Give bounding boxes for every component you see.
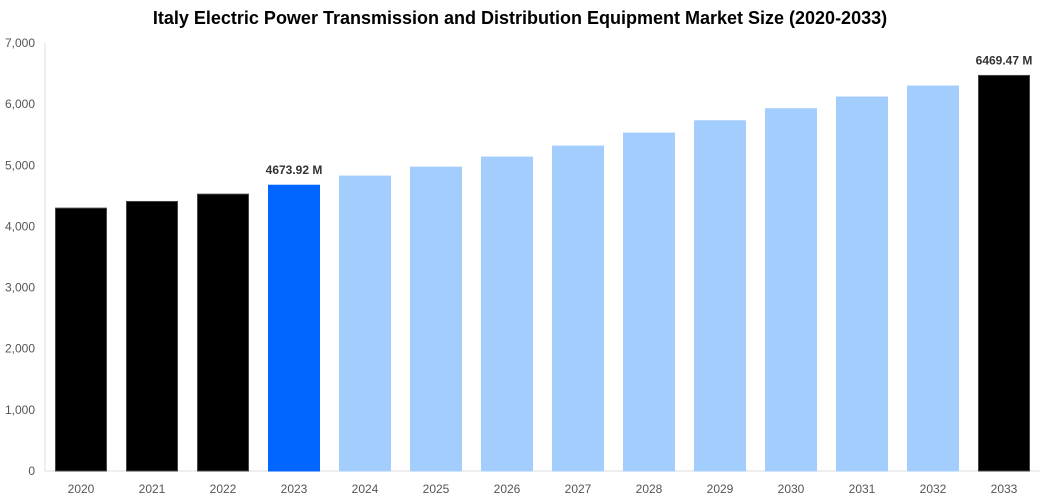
x-tick-label: 2030 bbox=[778, 482, 805, 496]
bar-2032 bbox=[907, 85, 959, 472]
bar-2033 bbox=[978, 74, 1030, 472]
data-label-2023: 4673.92 M bbox=[266, 163, 323, 177]
bar-2023 bbox=[268, 184, 320, 472]
y-tick-label: 5,000 bbox=[5, 158, 35, 172]
x-tick-label: 2023 bbox=[281, 482, 308, 496]
x-tick-label: 2033 bbox=[991, 482, 1018, 496]
x-tick-label: 2029 bbox=[707, 482, 734, 496]
bar-2021 bbox=[126, 200, 178, 472]
bar-2029 bbox=[694, 120, 746, 472]
y-tick-label: 6,000 bbox=[5, 97, 35, 111]
bar-2027 bbox=[552, 145, 604, 472]
data-label-2033: 6469.47 M bbox=[976, 53, 1033, 67]
x-tick-label: 2026 bbox=[494, 482, 521, 496]
x-tick-label: 2020 bbox=[68, 482, 95, 496]
bar-2028 bbox=[623, 132, 675, 472]
bar-2022 bbox=[197, 193, 249, 472]
bar-2020 bbox=[55, 207, 107, 472]
y-tick-label: 3,000 bbox=[5, 281, 35, 295]
bar-2030 bbox=[765, 108, 817, 472]
x-tick-label: 2027 bbox=[565, 482, 592, 496]
y-tick-label: 2,000 bbox=[5, 342, 35, 356]
y-tick-label: 4,000 bbox=[5, 219, 35, 233]
x-tick-label: 2028 bbox=[636, 482, 663, 496]
chart-title: Italy Electric Power Transmission and Di… bbox=[152, 8, 888, 28]
bar-2031 bbox=[836, 96, 888, 472]
x-tick-label: 2022 bbox=[210, 482, 237, 496]
x-tick-label: 2032 bbox=[920, 482, 947, 496]
y-tick-label: 0 bbox=[28, 464, 35, 478]
x-tick-label: 2021 bbox=[139, 482, 166, 496]
bar-2025 bbox=[410, 166, 462, 472]
x-tick-label: 2031 bbox=[849, 482, 876, 496]
x-tick-label: 2024 bbox=[352, 482, 379, 496]
bar-2026 bbox=[481, 156, 533, 472]
bar-2024 bbox=[339, 175, 391, 472]
x-tick-label: 2025 bbox=[423, 482, 450, 496]
y-tick-label: 1,000 bbox=[5, 403, 35, 417]
y-tick-label: 7,000 bbox=[5, 36, 35, 50]
